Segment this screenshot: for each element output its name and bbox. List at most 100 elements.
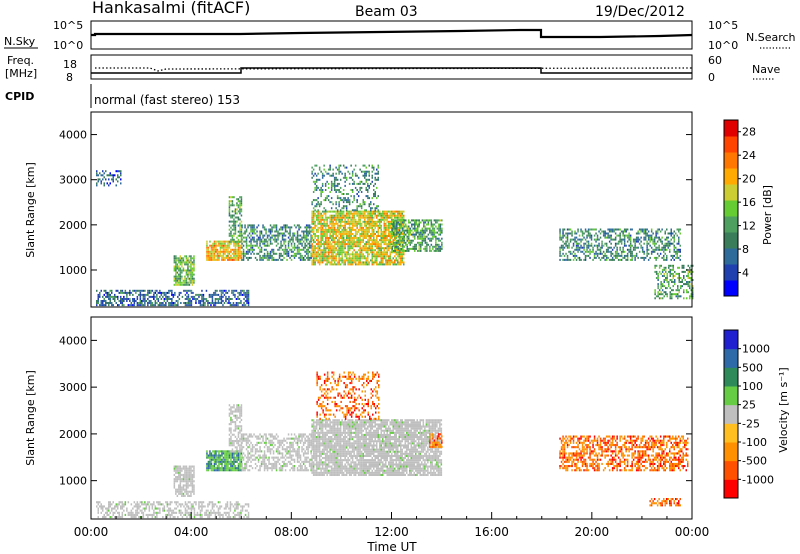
echo-cell — [321, 174, 324, 177]
echo-cell — [148, 300, 151, 302]
echo-cell — [400, 249, 402, 252]
echo-cell — [327, 255, 330, 258]
echo-cell — [342, 228, 345, 231]
echo-cell — [228, 240, 231, 243]
echo-cell — [391, 243, 393, 246]
echo-cell — [287, 244, 290, 247]
echo-cell — [271, 242, 273, 245]
echo-cell — [175, 300, 178, 302]
echo-cell — [357, 220, 360, 223]
echo-cell — [563, 254, 566, 257]
echo-cell — [421, 243, 424, 246]
echo-cell — [373, 251, 375, 254]
echo-cell — [263, 240, 266, 243]
echo-cell — [383, 257, 385, 260]
echo-cell — [408, 237, 410, 240]
echo-cell — [193, 265, 195, 268]
echo-cell — [121, 501, 124, 504]
echo-cell — [185, 478, 188, 481]
echo-cell — [356, 241, 358, 244]
echo-cell — [581, 238, 584, 241]
echo-cell — [175, 480, 177, 483]
echo-cell — [660, 291, 662, 294]
echo-cell — [229, 509, 232, 512]
echo-cell — [233, 226, 235, 229]
echo-cell — [241, 293, 244, 296]
echo-cell — [429, 227, 431, 230]
echo-cell — [666, 275, 668, 277]
echo-cell — [114, 516, 116, 519]
echo-cell — [326, 241, 328, 244]
echo-cell — [225, 507, 227, 510]
echo-cell — [112, 176, 114, 179]
echo-cell — [560, 238, 563, 241]
echo-cell — [268, 258, 270, 261]
echo-cell — [237, 218, 240, 221]
echo-cell — [396, 231, 398, 234]
echo-cell — [182, 261, 185, 264]
echo-cell — [187, 261, 189, 264]
echo-cell — [219, 250, 222, 253]
echo-cell — [191, 486, 194, 489]
echo-cell — [350, 220, 352, 223]
echo-cell — [608, 246, 611, 249]
echo-cell — [400, 212, 402, 215]
echo-cell — [380, 214, 382, 217]
echo-cell — [438, 243, 440, 246]
echo-cell — [237, 244, 240, 247]
echo-cell — [177, 300, 179, 302]
echo-cell — [190, 281, 192, 284]
echo-cell — [354, 255, 357, 258]
echo-cell — [311, 166, 313, 169]
echo-cell — [392, 261, 394, 264]
echo-cell — [380, 212, 382, 215]
echo-cell — [342, 241, 345, 244]
echo-cell — [374, 178, 376, 181]
echo-cell — [103, 289, 105, 292]
echo-cell — [202, 295, 205, 298]
echo-cell — [607, 234, 609, 237]
echo-cell — [632, 248, 635, 251]
echo-cell — [377, 214, 379, 217]
echo-cell — [348, 237, 351, 239]
echo-cell — [301, 236, 303, 239]
echo-cell — [562, 244, 564, 247]
echo-cell — [105, 516, 107, 519]
echo-cell — [103, 505, 105, 508]
echo-cell — [225, 244, 228, 247]
echo-cell — [342, 205, 345, 208]
echo-cell — [348, 247, 351, 250]
echo-cell — [367, 233, 369, 235]
echo-cell — [389, 241, 391, 244]
cpid-text: normal (fast stereo) 153 — [94, 93, 240, 107]
echo-cell — [97, 302, 99, 304]
echo-cell — [368, 235, 370, 237]
echo-cell — [108, 505, 110, 508]
echo-cell — [327, 210, 330, 213]
echo-cell — [661, 283, 664, 286]
echo-cell — [641, 228, 644, 231]
echo-cell — [234, 304, 236, 307]
echo-cell — [315, 205, 318, 208]
echo-cell — [237, 252, 240, 255]
echo-cell — [213, 511, 215, 514]
echo-cell — [351, 257, 354, 260]
echo-cell — [103, 513, 105, 516]
echo-cell — [380, 259, 382, 262]
echo-cell — [370, 235, 372, 237]
echo-cell — [368, 164, 370, 167]
echo-cell — [370, 220, 372, 223]
echo-cell — [242, 232, 245, 235]
echo-cell — [608, 234, 611, 237]
echo-cell — [335, 233, 337, 235]
nave-trace — [95, 67, 693, 72]
echo-cell — [220, 289, 223, 292]
echo-cell — [595, 256, 597, 259]
echo-cell — [414, 233, 416, 236]
echo-cell — [411, 241, 413, 244]
echo-cell — [219, 295, 221, 298]
echo-cell — [142, 507, 145, 510]
echo-cell — [670, 228, 672, 231]
echo-cell — [354, 209, 357, 212]
echo-cell — [679, 254, 681, 257]
